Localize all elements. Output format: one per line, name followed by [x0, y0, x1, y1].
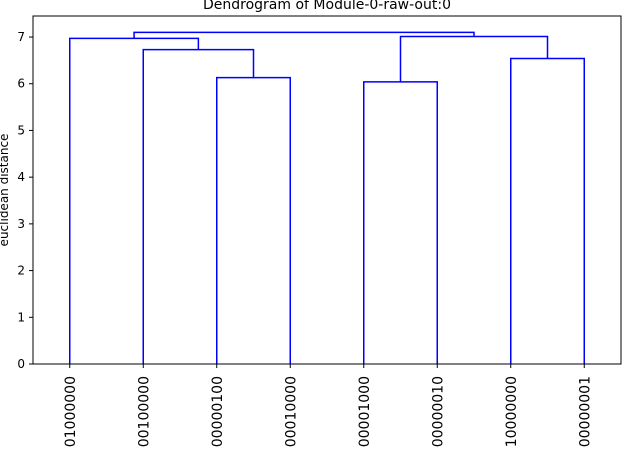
y-tick-label: 5	[17, 123, 25, 137]
link-n8	[216, 76, 291, 364]
leaf-label: 00001000	[357, 376, 373, 447]
plot-frame	[32, 15, 622, 365]
axis-ticks: 0 1 2 3 4 5 6 7	[17, 30, 585, 371]
y-tick-label: 6	[17, 77, 25, 91]
leaf-label: 00100000	[136, 376, 152, 447]
link-n11	[142, 48, 255, 364]
leaf-labels: 01000000 00100000 00000100 00010000 00001000…	[63, 376, 594, 447]
y-tick-label: 2	[17, 264, 25, 278]
leaf-label: 10000000	[504, 376, 520, 447]
leaf-label: 00000001	[577, 376, 593, 447]
y-tick-label: 1	[17, 310, 25, 324]
leaf-label: 00000010	[430, 376, 446, 447]
chart-title: Dendrogram of Module-0-raw-out:0	[203, 0, 451, 13]
leaf-label: 00000100	[210, 376, 226, 447]
leaf-label: 01000000	[63, 376, 79, 447]
y-tick-label: 7	[17, 30, 25, 44]
link-n12	[69, 37, 200, 364]
y-tick-label: 4	[17, 170, 25, 184]
leaf-label: 00010000	[283, 376, 299, 447]
y-tick-label: 0	[17, 357, 25, 371]
link-n10	[510, 57, 585, 364]
y-axis-label: euclidean distance	[0, 134, 11, 247]
link-n9	[363, 81, 438, 364]
dendrogram-links	[69, 31, 585, 364]
y-tick-label: 3	[17, 217, 25, 231]
link-n14	[133, 31, 475, 39]
